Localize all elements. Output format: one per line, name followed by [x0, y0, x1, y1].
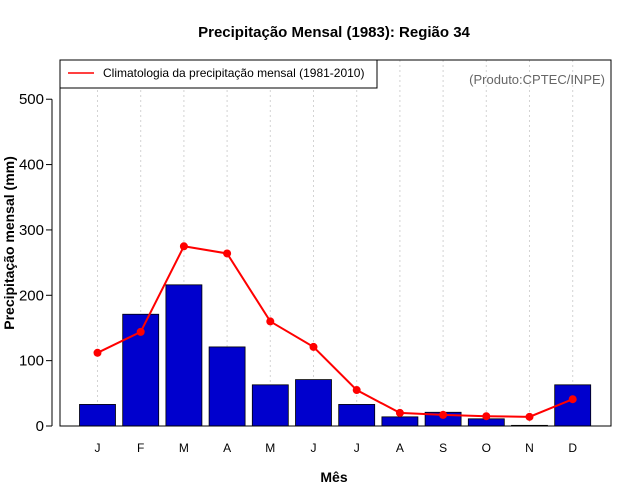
- climatology-line-series: [97, 245, 574, 418]
- y-tick-label-100: 100: [19, 353, 44, 370]
- legend-box: [59, 59, 378, 89]
- climatology-point-1: [93, 348, 102, 357]
- climatology-point-5: [266, 317, 275, 326]
- climatology-point-10: [482, 412, 491, 421]
- climatology-point-12: [568, 395, 577, 404]
- climatology-points: [93, 242, 577, 421]
- y-tick-label-0: 0: [36, 418, 44, 435]
- x-tick-label-12: D: [568, 441, 577, 455]
- climatology-point-4: [223, 249, 232, 258]
- bar-3: [165, 284, 203, 427]
- x-tick-label-3: M: [179, 441, 189, 455]
- bar-6: [295, 379, 332, 427]
- x-tick-label-8: A: [396, 441, 404, 455]
- x-axis-label: Mês: [320, 469, 347, 485]
- climatology-point-6: [309, 342, 318, 351]
- climatology-point-9: [439, 410, 448, 419]
- y-axis-label: Precipitação mensal (mm): [1, 156, 17, 330]
- legend: Climatologia da precipitação mensal (198…: [59, 59, 378, 89]
- x-tick-label-5: M: [265, 441, 275, 455]
- climatology-line: [97, 245, 574, 418]
- source-note: (Produto:CPTEC/INPE): [469, 72, 605, 87]
- bar-series: [79, 284, 592, 427]
- y-tick-label-300: 300: [19, 222, 44, 239]
- bar-5: [251, 384, 289, 427]
- climatology-point-2: [136, 327, 145, 336]
- y-tick-label-500: 500: [19, 91, 44, 108]
- x-tick-label-4: A: [223, 441, 231, 455]
- x-tick-label-6: J: [311, 441, 317, 455]
- bar-7: [338, 404, 376, 427]
- climatology-point-8: [395, 408, 404, 417]
- x-tick-label-2: F: [137, 441, 144, 455]
- chart-title: Precipitação Mensal (1983): Região 34: [198, 24, 470, 41]
- bar-1: [79, 404, 116, 427]
- x-tick-label-10: O: [482, 441, 491, 455]
- x-tick-label-1: J: [95, 441, 101, 455]
- bar-4: [208, 346, 246, 427]
- x-tick-label-9: S: [439, 441, 447, 455]
- climatology-point-11: [525, 412, 534, 421]
- x-tick-label-11: N: [525, 441, 534, 455]
- bar-8: [381, 416, 419, 427]
- climatology-point-7: [352, 386, 361, 395]
- x-tick-label-7: J: [354, 441, 360, 455]
- y-tick-label-400: 400: [19, 157, 44, 174]
- y-tick-label-200: 200: [19, 287, 44, 304]
- y-axis: 0 100 200 300 400 500: [19, 91, 53, 435]
- legend-label-climatology: Climatologia da precipitação mensal (198…: [103, 66, 364, 80]
- climatology-point-3: [179, 242, 188, 251]
